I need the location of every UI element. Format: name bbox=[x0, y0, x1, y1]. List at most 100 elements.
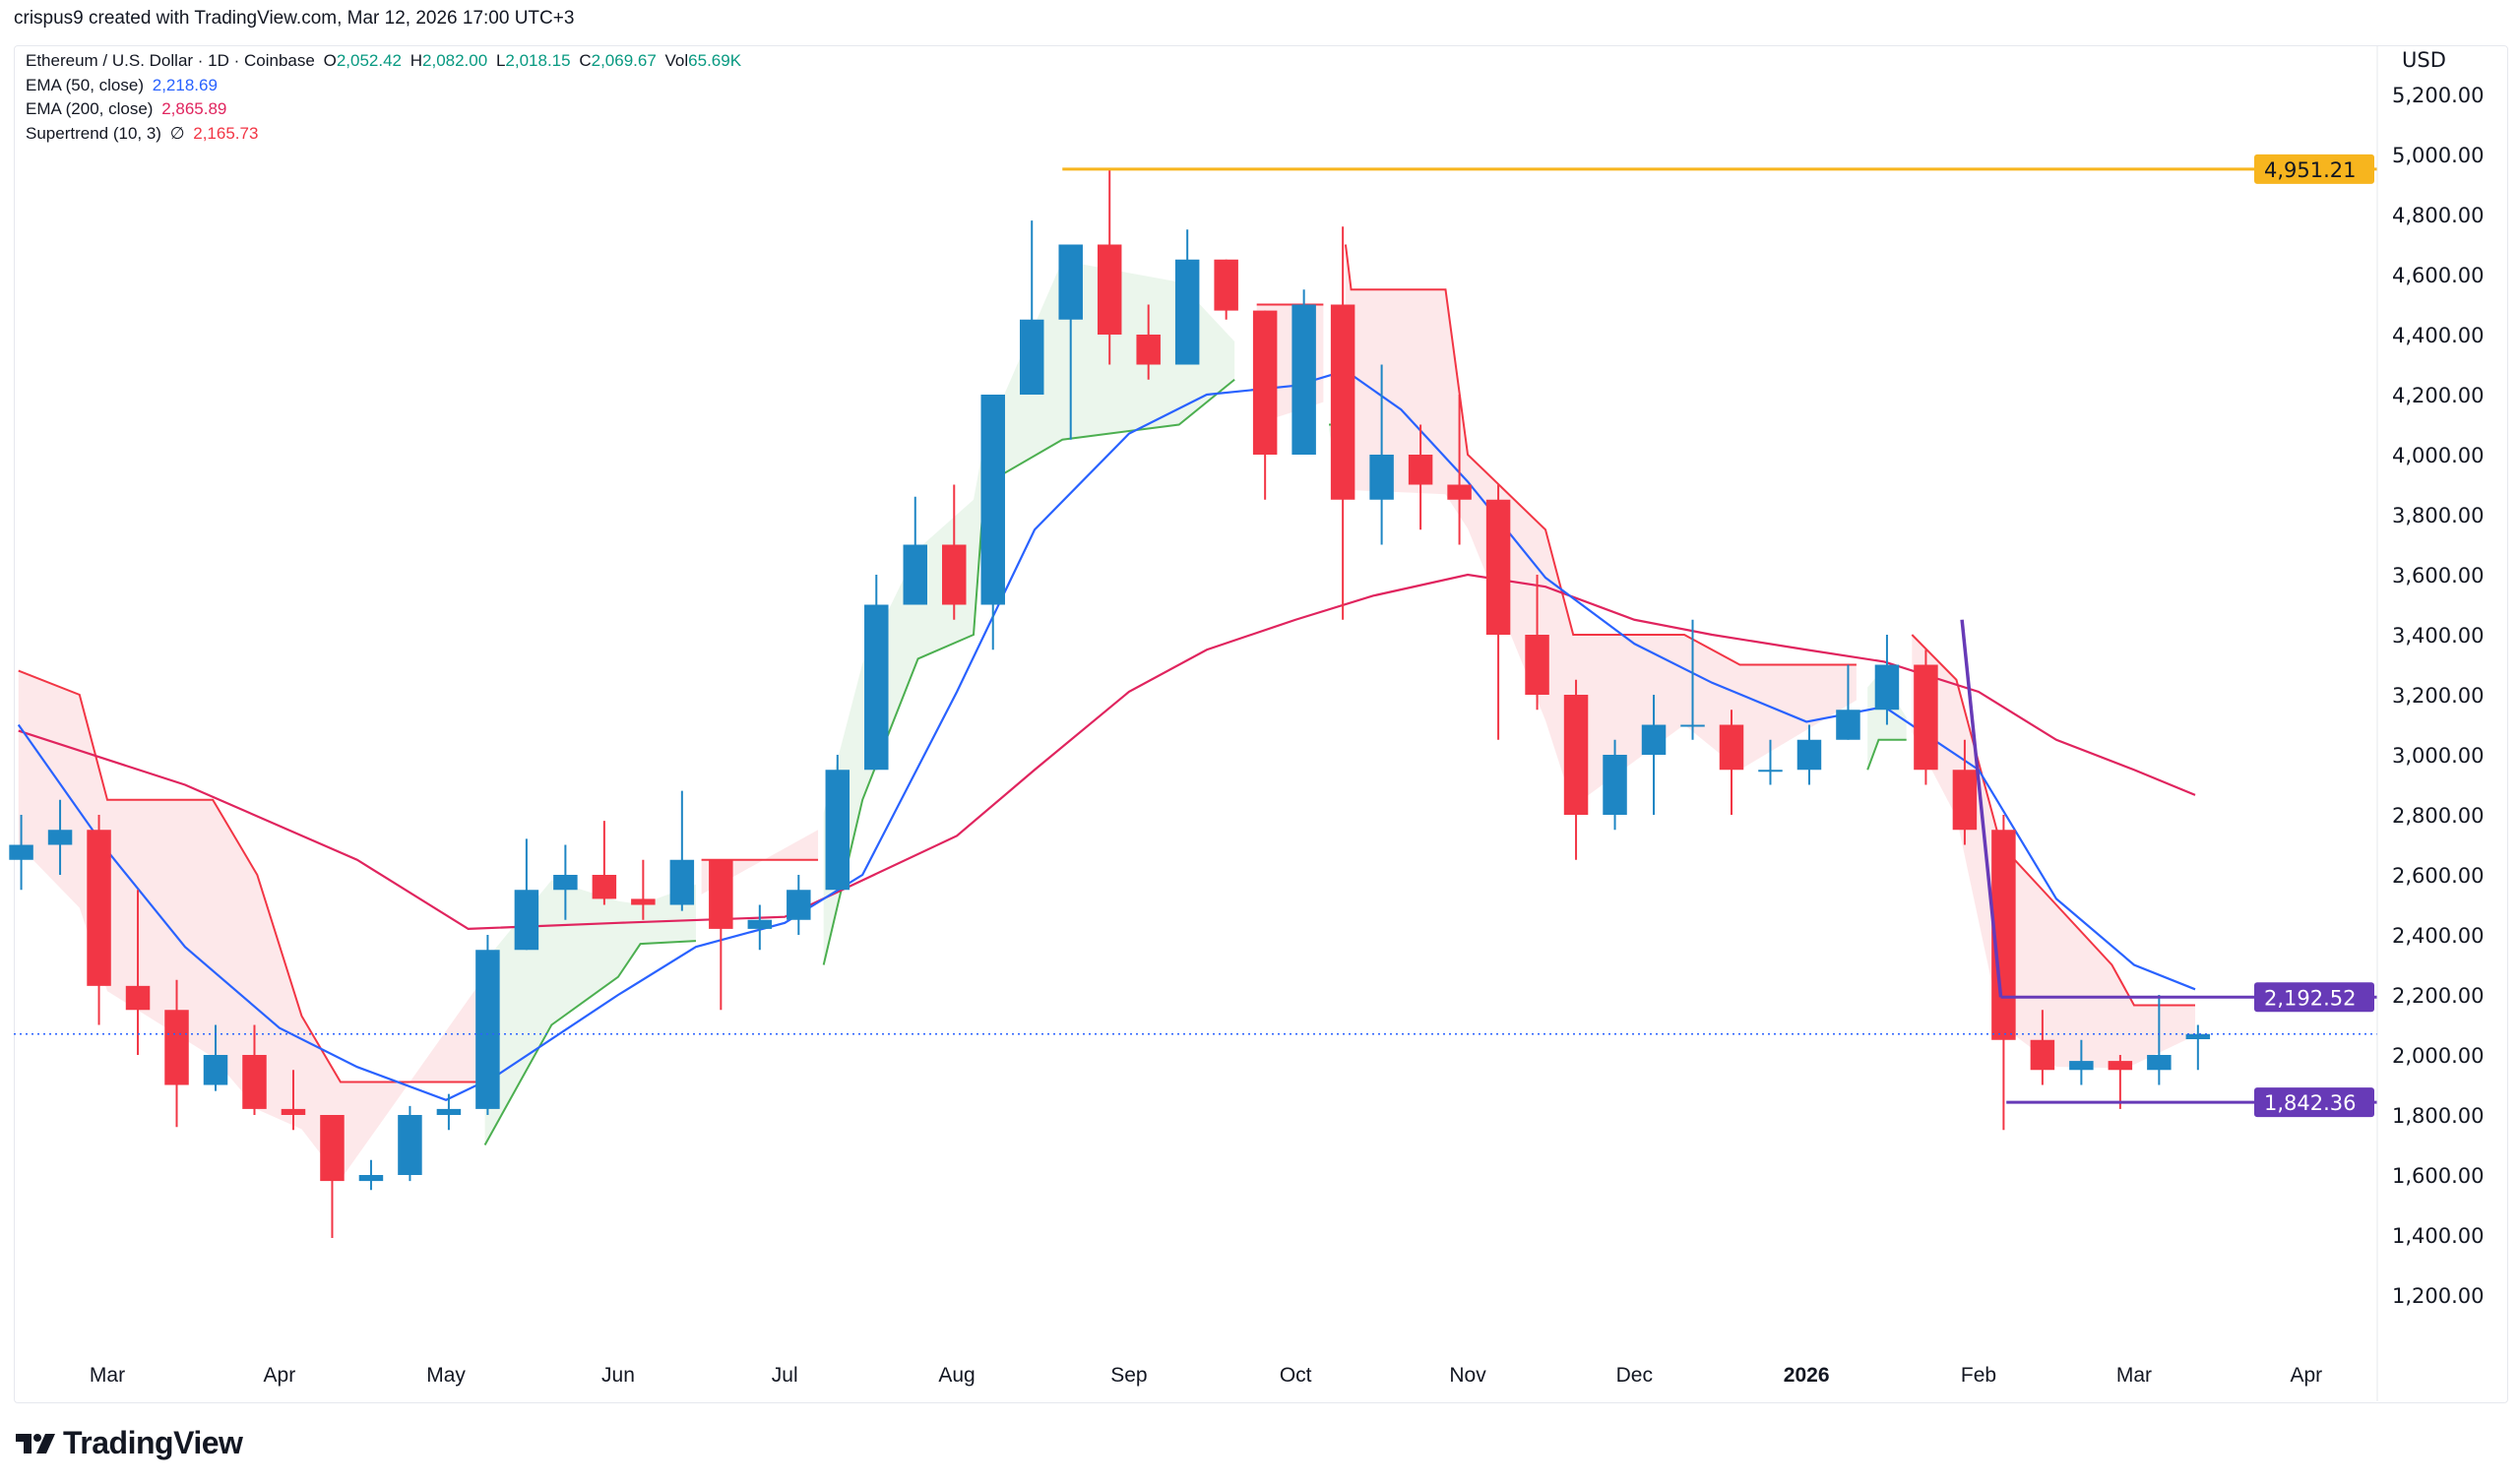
time-tick: Aug bbox=[938, 1364, 975, 1387]
supertrend-label[interactable]: Supertrend (10, 3) bbox=[26, 123, 161, 143]
ema200-value: 2,865.89 bbox=[161, 99, 227, 118]
supertrend-fill-down bbox=[1912, 635, 2196, 1069]
volume-unit: K bbox=[729, 51, 742, 70]
price-tick: 1,400.00 bbox=[2392, 1224, 2485, 1248]
price-tick: 5,000.00 bbox=[2392, 144, 2485, 167]
candle-body bbox=[242, 1055, 267, 1109]
price-tick: 1,200.00 bbox=[2392, 1284, 2485, 1308]
level-price-label: 1,842.36 bbox=[2264, 1091, 2357, 1115]
legend-ema200-row[interactable]: EMA (200, close) 2,865.89 bbox=[26, 97, 745, 122]
price-tick: 2,000.00 bbox=[2392, 1044, 2485, 1068]
supertrend-line-up bbox=[483, 940, 696, 1145]
price-tick: 1,800.00 bbox=[2392, 1104, 2485, 1128]
candle-body bbox=[1603, 755, 1627, 815]
candle-body bbox=[9, 844, 33, 860]
candle-body bbox=[980, 395, 1005, 605]
level-price-tag bbox=[2254, 982, 2374, 1013]
candle-body bbox=[398, 1115, 422, 1175]
legend-supertrend-row[interactable]: Supertrend (10, 3) ∅ 2,165.73 bbox=[26, 122, 745, 147]
candle-body bbox=[669, 859, 695, 905]
supertrend-fill-down bbox=[1345, 244, 1857, 807]
close-value: 2,069.67 bbox=[591, 51, 657, 70]
candle-body bbox=[475, 950, 500, 1109]
candle-body bbox=[747, 919, 773, 929]
candle-body bbox=[2030, 1039, 2055, 1071]
candle-body bbox=[1447, 484, 1472, 500]
volume-label: Vol bbox=[664, 51, 689, 70]
price-tick: 2,600.00 bbox=[2392, 864, 2485, 888]
candle-body bbox=[1174, 259, 1200, 365]
ema50-label[interactable]: EMA (50, close) bbox=[26, 75, 144, 94]
candle-body bbox=[2108, 1061, 2133, 1071]
price-tick: 4,200.00 bbox=[2392, 384, 2485, 407]
candle-body bbox=[903, 544, 928, 605]
price-tick: 4,000.00 bbox=[2392, 444, 2485, 467]
time-axis[interactable]: Mar Apr May Jun Jul Aug Sep Oct Nov Dec 2026 Feb Mar… bbox=[90, 1364, 2322, 1387]
time-tick: Feb bbox=[1961, 1364, 1996, 1387]
time-tick: Dec bbox=[1616, 1364, 1653, 1387]
time-tick: Jul bbox=[772, 1364, 798, 1387]
candle-body bbox=[553, 875, 578, 891]
candle-body bbox=[1719, 724, 1744, 771]
time-tick: Jun bbox=[601, 1364, 635, 1387]
candle-body bbox=[1874, 664, 1900, 711]
supertrend-line-up bbox=[1866, 738, 1907, 771]
time-tick: May bbox=[426, 1364, 466, 1387]
low-value: 2,018.15 bbox=[505, 51, 571, 70]
time-tick: Sep bbox=[1110, 1364, 1147, 1387]
legend-ema50-row[interactable]: EMA (50, close) 2,218.69 bbox=[26, 74, 745, 98]
candle-body bbox=[1408, 455, 1433, 485]
supertrend-line-down bbox=[1911, 634, 2196, 1007]
candle-body bbox=[281, 1108, 306, 1115]
ema50-value: 2,218.69 bbox=[152, 75, 218, 94]
high-label: H bbox=[410, 51, 423, 70]
trend-line[interactable] bbox=[1960, 619, 2003, 998]
price-axis[interactable]: 5,200.00 5,000.00 4,800.00 4,600.00 4,400.00… bbox=[2392, 48, 2485, 1308]
price-tick: 3,000.00 bbox=[2392, 744, 2485, 768]
candle-body bbox=[1252, 310, 1278, 455]
candle-body bbox=[1369, 455, 1394, 500]
candle-body bbox=[709, 859, 733, 929]
level-price-tag bbox=[2254, 1087, 2374, 1118]
chart-credit: crispus9 created with TradingView.com, M… bbox=[14, 8, 575, 29]
candle-body bbox=[1330, 304, 1355, 500]
candle-body bbox=[631, 898, 656, 905]
candle-body bbox=[942, 544, 967, 605]
high-value: 2,082.00 bbox=[422, 51, 488, 70]
candle-body bbox=[2069, 1061, 2094, 1071]
candle-body bbox=[1563, 695, 1589, 815]
chart-frame bbox=[14, 45, 2508, 1403]
open-value: 2,052.42 bbox=[336, 51, 402, 70]
candle-body bbox=[1292, 304, 1316, 455]
low-label: L bbox=[495, 51, 506, 70]
symbol-name[interactable]: Ethereum / U.S. Dollar · 1D · Coinbase bbox=[26, 51, 315, 70]
candle-body bbox=[1796, 739, 1822, 771]
supertrend-empty-icon: ∅ bbox=[169, 123, 185, 143]
ema200-label[interactable]: EMA (200, close) bbox=[26, 99, 154, 118]
open-label: O bbox=[323, 51, 337, 70]
candle-body bbox=[203, 1055, 228, 1085]
candle-body bbox=[1485, 499, 1511, 635]
level-price-label: 2,192.52 bbox=[2264, 986, 2357, 1010]
supertrend-fill-down bbox=[701, 830, 819, 895]
supertrend-line-down bbox=[1344, 244, 1857, 666]
time-tick: Apr bbox=[264, 1364, 296, 1387]
candle-body bbox=[1952, 770, 1978, 831]
candle-body bbox=[1680, 724, 1705, 727]
time-tick: Mar bbox=[2116, 1364, 2152, 1387]
candle-body bbox=[2185, 1033, 2211, 1040]
candle-body bbox=[1019, 319, 1044, 395]
candle-body bbox=[1097, 244, 1122, 335]
price-tick: 3,400.00 bbox=[2392, 624, 2485, 648]
candle-body bbox=[1525, 635, 1549, 695]
price-tick: 3,200.00 bbox=[2392, 684, 2485, 708]
time-tick: Mar bbox=[90, 1364, 125, 1387]
price-tick: 4,600.00 bbox=[2392, 264, 2485, 287]
legend-symbol-row[interactable]: Ethereum / U.S. Dollar · 1D · Coinbase O… bbox=[26, 49, 745, 74]
candle-body bbox=[592, 875, 617, 899]
price-tick: 1,600.00 bbox=[2392, 1164, 2485, 1188]
price-tick: 3,800.00 bbox=[2392, 504, 2485, 527]
candle-body bbox=[787, 890, 811, 920]
candle-body bbox=[1758, 770, 1783, 773]
